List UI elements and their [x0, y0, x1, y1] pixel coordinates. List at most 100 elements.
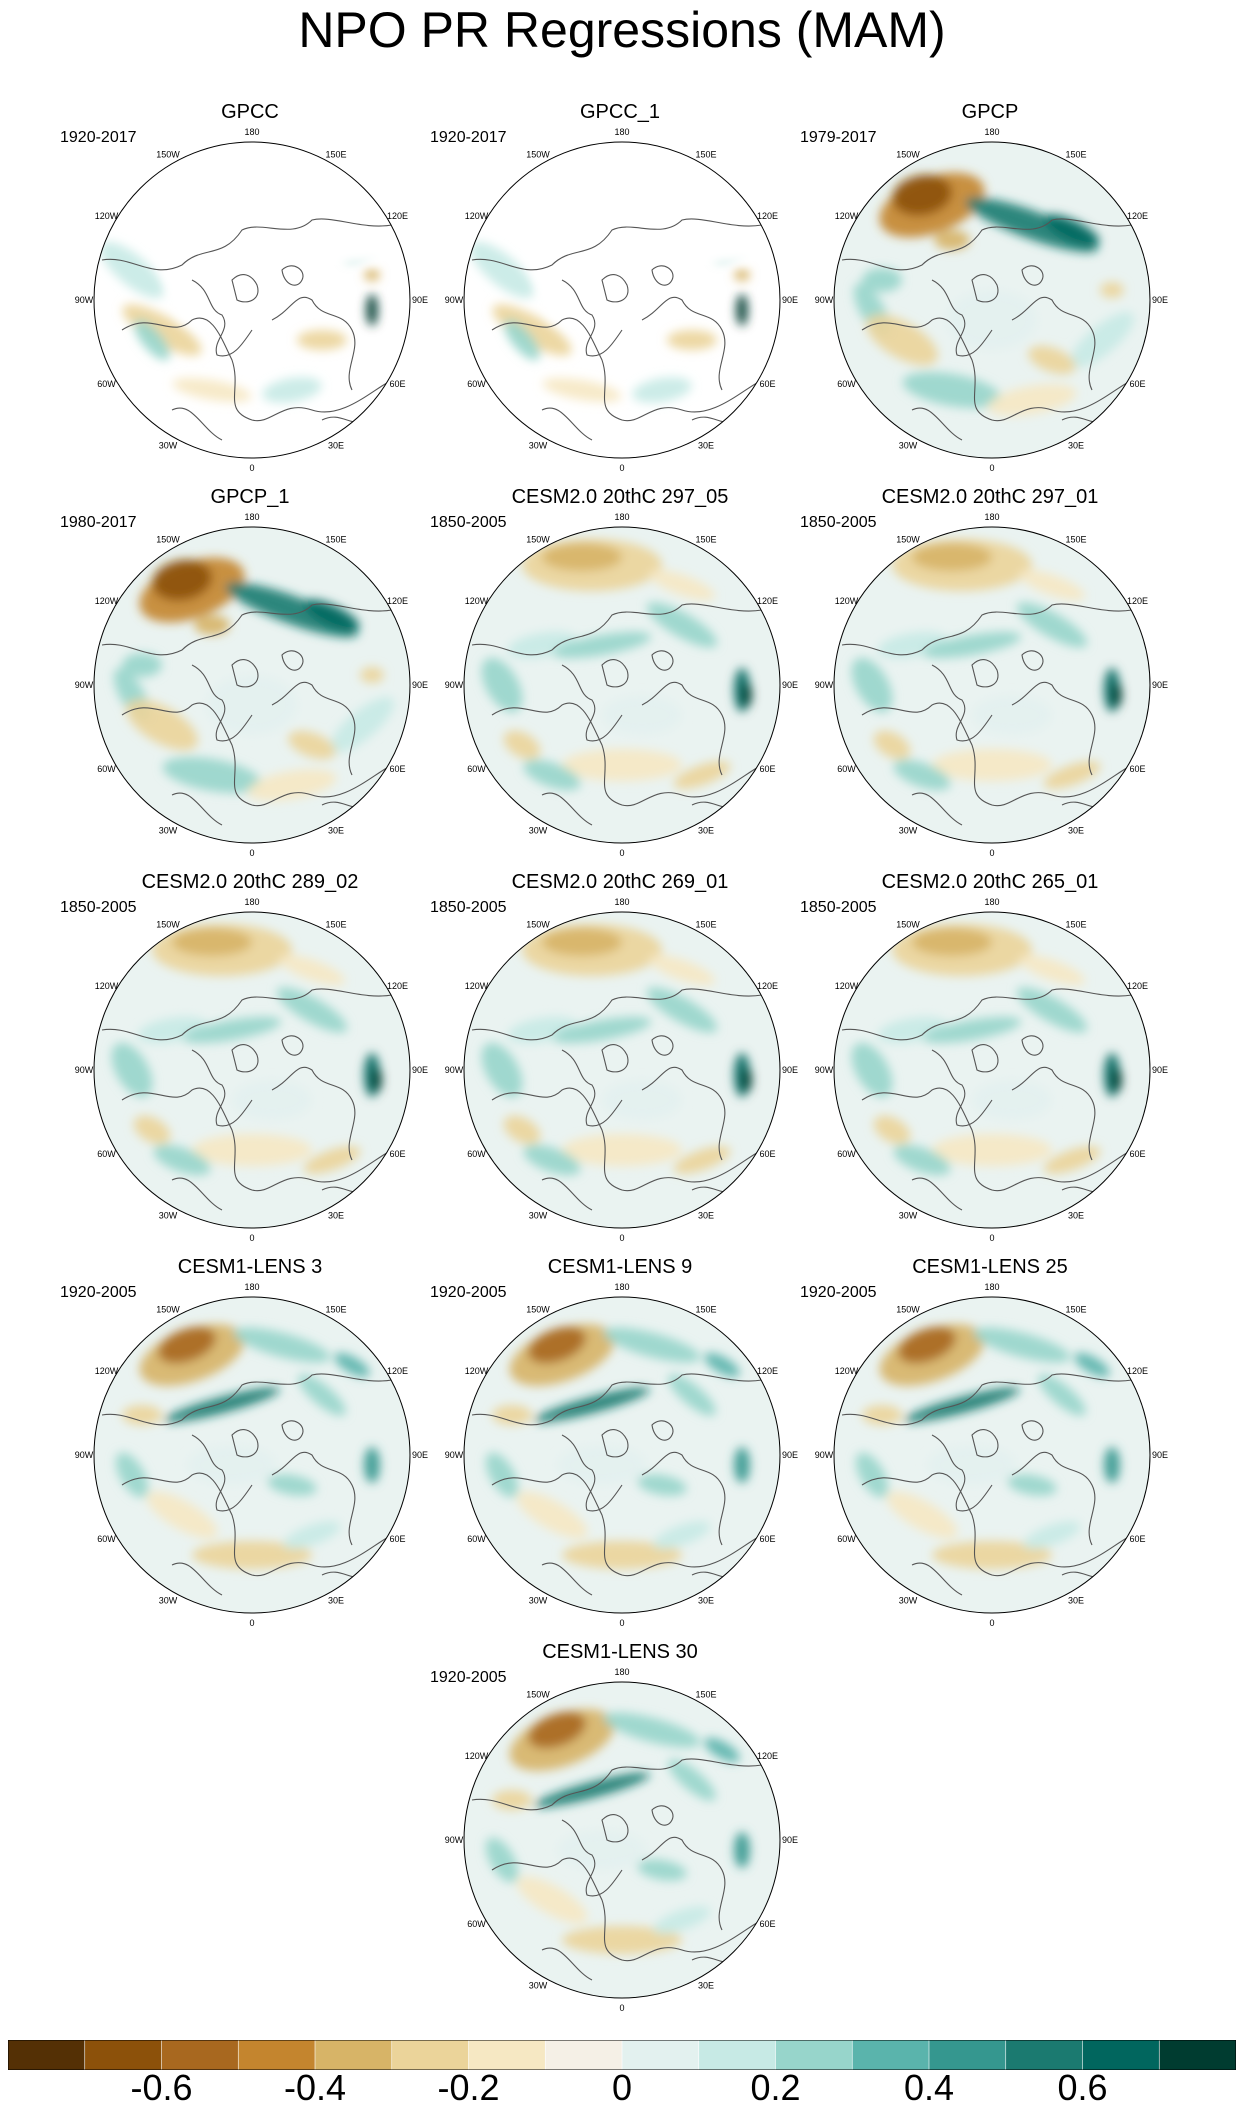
lon-label: 150W	[526, 1305, 550, 1315]
polar-map: 180 150E 120E 90E 60E 30E 0 30W 60W 90W 120W 150W	[445, 1282, 798, 1628]
lon-label: 0	[619, 848, 624, 858]
lon-label: 120W	[835, 596, 859, 606]
lon-label: 120W	[835, 981, 859, 991]
lon-label: 90E	[782, 295, 798, 305]
lon-label: 120E	[1127, 1366, 1148, 1376]
panel-period: 1920-2017	[430, 129, 507, 146]
lon-label: 90E	[782, 1450, 798, 1460]
map-panel: GPCP_1 1980-2017 180 150E 120E 90E 60E 30E 0 30W 6…	[60, 485, 430, 865]
panel-title: CESM1-LENS 9	[547, 1256, 693, 1278]
map-boundary	[93, 1296, 411, 1614]
colorbar-swatch	[1082, 2040, 1161, 2070]
lon-label: 30W	[529, 1981, 548, 1991]
map-boundary	[93, 911, 411, 1229]
lon-label: 150W	[526, 150, 550, 160]
lon-label: 120W	[835, 211, 859, 221]
lon-label: 60W	[837, 1149, 856, 1159]
lon-label: 0	[249, 1233, 254, 1243]
map-panel: CESM2.0 20thC 269_01 1850-2005 180 150E 120E…	[430, 870, 800, 1250]
colorbar-swatch	[314, 2040, 393, 2070]
lon-label: 120E	[757, 211, 778, 221]
lon-label: 30W	[529, 441, 548, 451]
lon-label: 30E	[698, 826, 714, 836]
lon-label: 60W	[837, 764, 856, 774]
lon-label: 30E	[698, 1596, 714, 1606]
lon-label: 120E	[1127, 981, 1148, 991]
lon-label: 150W	[156, 535, 180, 545]
map-boundary	[463, 141, 781, 459]
lon-label: 0	[989, 1618, 994, 1628]
colorbar-tick-label: 0.6	[1057, 2067, 1108, 2108]
lon-label: 120E	[387, 211, 408, 221]
lon-label: 90W	[445, 295, 464, 305]
lon-label: 150W	[896, 150, 920, 160]
panel-period: 1920-2017	[60, 129, 137, 146]
lon-label: 60W	[467, 764, 486, 774]
lon-label: 30E	[328, 441, 344, 451]
lon-label: 0	[619, 1233, 624, 1243]
panel-period: 1979-2017	[800, 129, 877, 146]
lon-label: 60E	[759, 764, 775, 774]
lon-label: 0	[619, 463, 624, 473]
lon-label: 60W	[837, 379, 856, 389]
lon-label: 150E	[1065, 150, 1086, 160]
map-boundary	[833, 911, 1151, 1229]
map-boundary	[463, 1681, 781, 1999]
lon-label: 120E	[757, 596, 778, 606]
polar-map: 180 150E 120E 90E 60E 30E 0 30W 60W 90W 120W 150W	[75, 512, 428, 858]
colorbar-tick-label: -0.2	[437, 2067, 500, 2108]
polar-map: 180 150E 120E 90E 60E 30E 0 30W 60W 90W 120W 150W	[75, 897, 428, 1243]
colorbar-swatch	[1005, 2040, 1084, 2070]
map-panel: CESM1-LENS 9 1920-2005 180 150E 120E 90E 60E 30…	[430, 1255, 800, 1635]
map-panel: CESM1-LENS 3 1920-2005 180 150E 120E 90E 60E 30…	[60, 1255, 430, 1635]
lon-label: 120W	[95, 1366, 119, 1376]
lon-label: 180	[614, 512, 629, 522]
panel-period: 1980-2017	[60, 514, 137, 531]
map-boundary	[833, 526, 1151, 844]
panel-period: 1850-2005	[60, 899, 137, 916]
panel-title: CESM2.0 20thC 289_02	[141, 871, 359, 893]
precip-field	[834, 1297, 1150, 1613]
panel-period: 1920-2005	[430, 1284, 507, 1301]
lon-label: 30W	[899, 1596, 918, 1606]
colorbar-swatch	[698, 2040, 777, 2070]
map-panel: GPCC_1 1920-2017 180 150E 120E 90E 60E 30E 0 30W 6…	[430, 100, 800, 480]
lon-label: 0	[249, 1618, 254, 1628]
lon-label: 180	[244, 512, 259, 522]
map-boundary	[93, 141, 411, 459]
lon-label: 90E	[412, 295, 428, 305]
precip-field	[94, 912, 410, 1228]
lon-label: 60W	[467, 379, 486, 389]
map-panel: GPCP 1979-2017 180 150E 120E 90E 60E 30E 0 30W 60W…	[800, 100, 1170, 480]
panel-title: CESM2.0 20thC 265_01	[881, 871, 1099, 893]
coastlines	[471, 988, 763, 1211]
lon-label: 120W	[465, 981, 489, 991]
lon-label: 0	[989, 1233, 994, 1243]
colorbar	[8, 2040, 1236, 2070]
lon-label: 120E	[1127, 211, 1148, 221]
lon-label: 120E	[757, 981, 778, 991]
panel-period: 1850-2005	[800, 899, 877, 916]
lon-label: 0	[989, 463, 994, 473]
colorbar-swatch	[544, 2040, 623, 2070]
map-boundary	[833, 141, 1151, 459]
lon-label: 0	[249, 463, 254, 473]
colorbar-swatch	[391, 2040, 470, 2070]
panel-title: CESM1-LENS 25	[912, 1256, 1068, 1278]
panel-title: GPCC	[221, 101, 279, 123]
map-boundary	[463, 526, 781, 844]
lon-label: 180	[614, 127, 629, 137]
lon-label: 90E	[1152, 1065, 1168, 1075]
lon-label: 60E	[759, 1919, 775, 1929]
lon-label: 120E	[387, 981, 408, 991]
colorbar-tick-label: 0	[611, 2067, 633, 2108]
map-boundary	[463, 1296, 781, 1614]
panel-title: CESM2.0 20thC 269_01	[511, 871, 729, 893]
lon-label: 120E	[1127, 596, 1148, 606]
lon-label: 30E	[1068, 1211, 1084, 1221]
lon-label: 150E	[695, 535, 716, 545]
lon-label: 90E	[412, 1065, 428, 1075]
lon-label: 30E	[698, 1981, 714, 1991]
polar-map: 180 150E 120E 90E 60E 30E 0 30W 60W 90W 120W 150W	[75, 1282, 428, 1628]
lon-label: 30W	[529, 826, 548, 836]
